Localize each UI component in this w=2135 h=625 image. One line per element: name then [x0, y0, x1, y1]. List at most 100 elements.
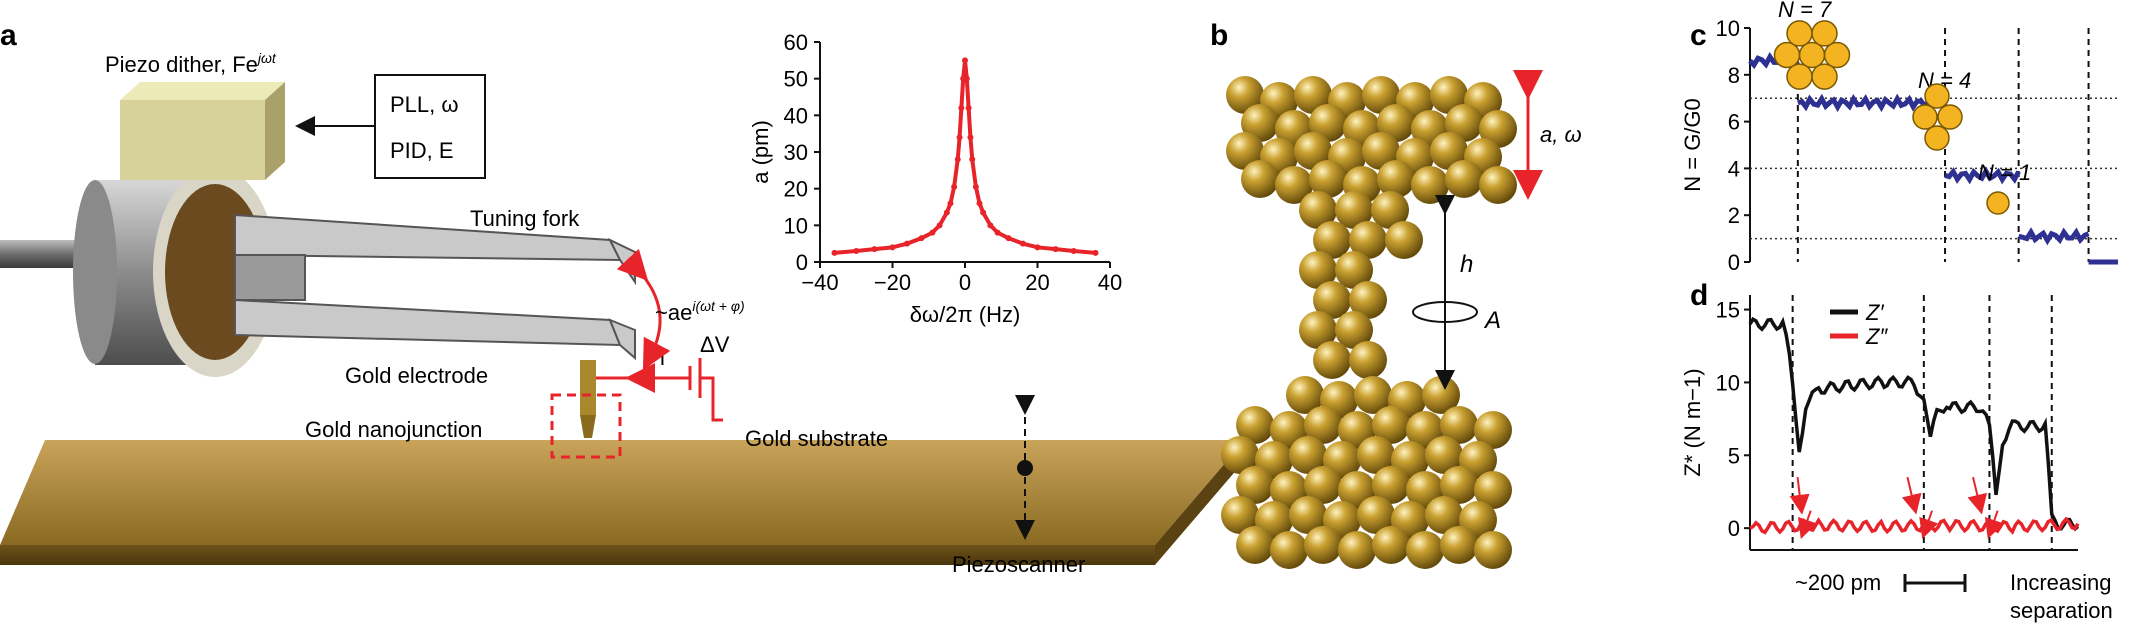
gold-electrode [580, 360, 596, 438]
inset-data-point [1092, 249, 1099, 256]
conductance-chart: 0 2 4 6 8 10 N = G/G0 [1680, 16, 2118, 275]
gold-atom [1474, 471, 1512, 509]
gold-substrate-slab [0, 440, 1245, 565]
cluster-atom [1811, 63, 1838, 90]
cluster-4-icon [1912, 83, 1963, 151]
inset-data-point [918, 235, 925, 242]
scale-bar [1903, 574, 1967, 592]
cluster-atom [1773, 41, 1801, 69]
gold-atom [1372, 466, 1410, 504]
inset-x-tick-label: −20 [874, 270, 911, 295]
panel-label-b: b [1210, 19, 1228, 52]
c-y-tick-label: 10 [1716, 16, 1740, 41]
inset-data-point [1034, 244, 1041, 251]
tuning-fork-label: Tuning fork [470, 206, 580, 231]
panel-a: a [0, 19, 1245, 577]
gold-atom [1309, 104, 1347, 142]
height-label: h [1460, 251, 1473, 278]
cluster-atom [1924, 83, 1950, 109]
gold-atom [1385, 221, 1423, 259]
gold-atom [1377, 160, 1415, 198]
oscillation-arrow [616, 248, 671, 371]
area-label: A [1483, 307, 1501, 334]
oscillation-label: ~aei(ωt + φ) [655, 298, 745, 325]
inset-y-tick-label: 50 [784, 67, 808, 92]
gold-atom [1241, 160, 1279, 198]
panel-d: d 0 5 10 15 Z* (N m−1) Z′ Z″ ~200 pm Increas… [1680, 279, 2113, 623]
gold-atom [1440, 526, 1478, 564]
gold-atom [1294, 132, 1332, 170]
gold-atom-cluster [1221, 76, 1517, 569]
gold-atom [1349, 221, 1387, 259]
gold-atom [1294, 76, 1332, 114]
scale-bar-label: ~200 pm [1795, 570, 1881, 595]
inset-y-tick-label: 60 [784, 30, 808, 55]
gold-atom [1221, 496, 1259, 534]
stiffness-chart: 0 5 10 15 Z* (N m−1) [1680, 295, 2080, 551]
cluster-atom [1823, 41, 1851, 69]
d-annotation-arrow [1797, 510, 1817, 540]
gold-atom [1289, 436, 1327, 474]
voltage-label: ΔV [700, 332, 730, 357]
bias-circuit [596, 358, 723, 422]
gold-atom [1440, 406, 1478, 444]
inset-data-point [956, 134, 963, 141]
label-n1: N = 1 [1978, 160, 2031, 185]
inset-resonance-curve [834, 60, 1096, 255]
gold-atom [1357, 496, 1395, 534]
gold-atom [1445, 160, 1483, 198]
amplitude-label: a, ω [1540, 122, 1582, 147]
inset-data-point [943, 209, 950, 216]
legend-label-z-double-prime: Z″ [1865, 324, 1888, 349]
inset-x-axis-label: δω/2π (Hz) [910, 302, 1021, 327]
legend-label-z-prime: Z′ [1865, 300, 1884, 325]
panel-b: b a, ω h A [1210, 19, 1582, 569]
d-annotation-arrow [1901, 476, 1922, 515]
d-y-tick-label: 10 [1716, 370, 1740, 395]
inset-x-tick-label: −40 [801, 270, 838, 295]
inset-x-tick-label: 40 [1098, 270, 1122, 295]
inset-data-point [954, 156, 961, 163]
gold-atom [1349, 341, 1387, 379]
dither-label: Piezo dither, Fejωt [105, 50, 277, 77]
gold-atom [1425, 436, 1463, 474]
inset-data-point [965, 105, 972, 111]
gold-atom [1226, 76, 1264, 114]
gold-atom [1430, 132, 1468, 170]
panel-label-d: d [1690, 279, 1708, 312]
gold-atom [1221, 436, 1259, 474]
gold-atom [1354, 376, 1392, 414]
cluster-7-icon [1773, 20, 1851, 90]
controller-line2: PID, E [390, 138, 454, 163]
gold-atom [1406, 531, 1444, 569]
gold-atom [1335, 311, 1373, 349]
cluster-atom [1924, 125, 1950, 151]
inset-data-point [1020, 240, 1026, 247]
c-y-tick-label: 2 [1728, 203, 1740, 228]
inset-data-point [963, 75, 970, 82]
inset-x-tick-label: 0 [959, 270, 971, 295]
d-y-tick-label: 0 [1728, 516, 1740, 541]
xlabel-line2: separation [2010, 598, 2113, 623]
gold-atom [1236, 526, 1274, 564]
inset-data-point [972, 183, 979, 190]
gold-atom [1299, 251, 1337, 289]
gold-atom [1362, 76, 1400, 114]
cluster-atom [1786, 20, 1813, 47]
gold-atom [1299, 311, 1337, 349]
gold-atom [1335, 191, 1373, 229]
gold-atom [1430, 76, 1468, 114]
gold-atom [1411, 166, 1449, 204]
gold-atom [1286, 376, 1324, 414]
label-n7: N = 7 [1778, 0, 1832, 22]
gold-atom [1440, 466, 1478, 504]
cluster-atom [1786, 63, 1813, 90]
d-annotation-arrow [1984, 510, 2004, 540]
d-annotation-arrow [1789, 477, 1810, 515]
gold-atom [1479, 166, 1517, 204]
tuning-fork [234, 213, 636, 361]
inset-data-point [871, 246, 878, 253]
gold-atom [1275, 166, 1313, 204]
cluster-atom [1937, 104, 1963, 130]
gold-atom [1362, 132, 1400, 170]
